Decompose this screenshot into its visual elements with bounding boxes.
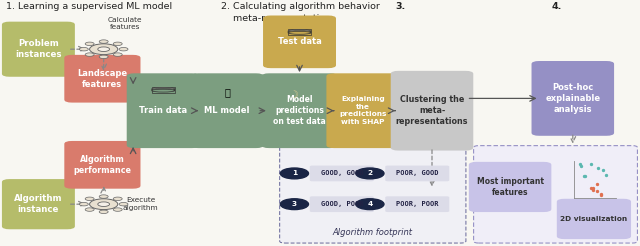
FancyBboxPatch shape (2, 22, 75, 77)
Circle shape (85, 208, 94, 211)
FancyBboxPatch shape (390, 71, 474, 151)
Ellipse shape (288, 31, 311, 34)
Text: 1. Learning a supervised ML model: 1. Learning a supervised ML model (6, 2, 173, 12)
FancyBboxPatch shape (310, 196, 374, 212)
Circle shape (356, 168, 384, 179)
Text: 3: 3 (292, 201, 297, 207)
Circle shape (79, 47, 88, 51)
Ellipse shape (288, 31, 311, 33)
Circle shape (356, 199, 384, 210)
Circle shape (99, 195, 108, 198)
Text: Clustering the
meta-
representations: Clustering the meta- representations (396, 95, 468, 126)
Circle shape (113, 197, 122, 200)
Text: GOOD, GOOD: GOOD, GOOD (321, 170, 363, 176)
Text: GOOD, POOR: GOOD, POOR (321, 201, 363, 207)
Circle shape (113, 53, 122, 56)
Text: Most important
features: Most important features (477, 177, 543, 197)
Circle shape (113, 42, 122, 46)
Circle shape (119, 202, 128, 206)
FancyBboxPatch shape (127, 73, 200, 148)
Circle shape (85, 197, 94, 200)
Text: Algorithm footprint: Algorithm footprint (333, 228, 412, 237)
Text: Problem
instances: Problem instances (15, 39, 61, 59)
Text: POOR, POOR: POOR, POOR (396, 201, 438, 207)
Text: Algorithm
performance: Algorithm performance (74, 155, 131, 175)
Text: Landscape
features: Landscape features (77, 69, 127, 89)
Text: POOR, GOOD: POOR, GOOD (396, 170, 438, 176)
FancyBboxPatch shape (326, 73, 399, 148)
FancyBboxPatch shape (262, 73, 338, 148)
Text: Algorithm
instance: Algorithm instance (14, 194, 63, 214)
Circle shape (90, 199, 118, 210)
Text: Post-hoc
explainable
analysis: Post-hoc explainable analysis (545, 83, 600, 114)
Text: 2. Calculating algorithm behavior
    meta-representation: 2. Calculating algorithm behavior meta-r… (221, 2, 380, 23)
Text: ☽: ☽ (289, 90, 298, 100)
Circle shape (119, 47, 128, 51)
FancyBboxPatch shape (65, 141, 141, 189)
Text: ML model: ML model (204, 106, 250, 115)
Ellipse shape (152, 88, 175, 90)
Text: 2D visualization: 2D visualization (561, 216, 627, 222)
Text: Test data: Test data (278, 37, 321, 46)
Circle shape (99, 210, 108, 214)
Circle shape (79, 202, 88, 206)
FancyBboxPatch shape (65, 55, 141, 103)
Text: Train data: Train data (139, 106, 188, 115)
Text: Execute
algorithm: Execute algorithm (123, 198, 159, 211)
FancyBboxPatch shape (152, 87, 175, 93)
Circle shape (280, 168, 308, 179)
Text: 3.: 3. (396, 2, 406, 12)
FancyBboxPatch shape (191, 73, 264, 148)
Ellipse shape (152, 88, 175, 91)
Text: Model
predictions
on test data: Model predictions on test data (273, 95, 326, 126)
FancyBboxPatch shape (2, 179, 75, 229)
Circle shape (85, 42, 94, 46)
Circle shape (99, 40, 108, 43)
Ellipse shape (288, 30, 311, 32)
Circle shape (98, 47, 109, 51)
Ellipse shape (152, 89, 175, 92)
FancyBboxPatch shape (474, 146, 637, 243)
Text: Calculate
features: Calculate features (108, 17, 142, 30)
Circle shape (85, 53, 94, 56)
Circle shape (90, 44, 118, 55)
FancyBboxPatch shape (385, 166, 449, 181)
Circle shape (280, 199, 308, 210)
Text: 1: 1 (292, 170, 297, 176)
Text: 4: 4 (367, 201, 372, 207)
FancyBboxPatch shape (280, 141, 466, 243)
FancyBboxPatch shape (531, 61, 614, 136)
FancyBboxPatch shape (385, 196, 449, 212)
Text: 4.: 4. (552, 2, 562, 12)
Circle shape (98, 202, 109, 206)
Text: Explaining
the
predictions
with SHAP: Explaining the predictions with SHAP (339, 96, 387, 125)
FancyBboxPatch shape (468, 162, 552, 212)
Circle shape (99, 55, 108, 59)
Circle shape (113, 208, 122, 211)
FancyBboxPatch shape (263, 15, 336, 68)
FancyBboxPatch shape (288, 29, 311, 35)
Text: 🧠: 🧠 (224, 87, 230, 97)
FancyBboxPatch shape (310, 166, 374, 181)
FancyBboxPatch shape (557, 199, 631, 239)
Text: 2: 2 (367, 170, 372, 176)
